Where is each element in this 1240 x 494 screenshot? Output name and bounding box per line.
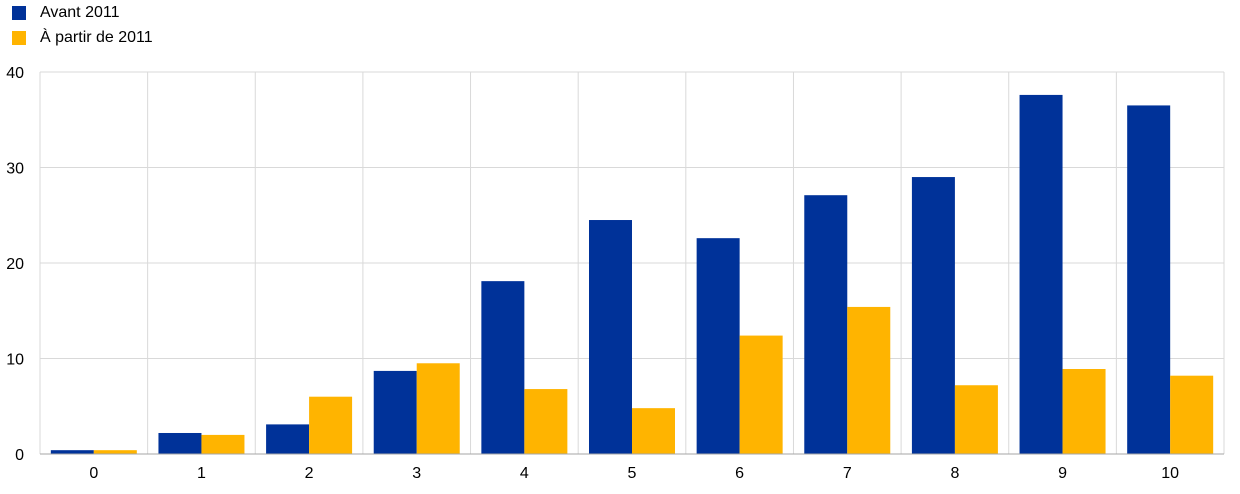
bar-series0-cat3 <box>373 370 417 454</box>
bar-series0-cat5 <box>589 220 632 454</box>
x-tick-label: 0 <box>89 465 98 482</box>
x-tick-label: 10 <box>1161 465 1179 482</box>
bar-series1-cat2 <box>309 396 353 454</box>
legend-swatch-a-partir-2011 <box>12 30 26 45</box>
x-tick-label: 9 <box>1058 465 1067 482</box>
legend-item-a-partir-2011: À partir de 2011 <box>12 25 153 50</box>
bar-series1-cat10 <box>1170 375 1214 454</box>
bar-series1-cat9 <box>1062 369 1106 454</box>
bar-series1-cat5 <box>632 408 675 454</box>
y-tick-label: 30 <box>6 161 24 178</box>
bar-series1-cat0 <box>93 450 137 454</box>
x-tick-label: 1 <box>197 465 206 482</box>
axes: 0 10 20 30 40 0 1 2 3 4 5 6 7 8 9 10 <box>6 65 1224 482</box>
bar-series0-cat6 <box>696 238 740 454</box>
bar-series0-cat8 <box>911 177 955 455</box>
bars <box>50 94 1214 455</box>
y-tick-label: 40 <box>6 65 24 82</box>
bar-series1-cat8 <box>954 385 998 454</box>
bar-series1-cat4 <box>524 389 568 454</box>
legend-label-avant-2011: Avant 2011 <box>40 3 120 21</box>
bar-series0-cat4 <box>481 281 525 454</box>
x-tick-label: 3 <box>412 465 421 482</box>
bar-series0-cat10 <box>1127 105 1171 455</box>
bar-series0-cat2 <box>266 424 310 454</box>
bar-series0-cat1 <box>158 432 202 454</box>
bar-series1-cat1 <box>201 434 245 454</box>
bar-series0-cat9 <box>1019 94 1063 455</box>
bar-series1-cat3 <box>416 363 460 454</box>
x-tick-label: 5 <box>628 465 637 482</box>
x-tick-label: 2 <box>305 465 314 482</box>
x-tick-label: 4 <box>520 465 529 482</box>
legend-label-a-partir-2011: À partir de 2011 <box>40 28 153 46</box>
bar-series0-cat7 <box>804 195 848 454</box>
y-tick-label: 20 <box>6 256 24 273</box>
x-tick-label: 8 <box>950 465 959 482</box>
legend-item-avant-2011: Avant 2011 <box>12 0 153 25</box>
legend: Avant 2011 À partir de 2011 <box>12 0 153 50</box>
x-tick-label: 6 <box>735 465 744 482</box>
bar-series1-cat6 <box>739 335 783 454</box>
bar-series0-cat0 <box>50 450 94 454</box>
y-tick-label: 10 <box>6 352 24 369</box>
y-tick-label: 0 <box>15 447 24 464</box>
legend-swatch-avant-2011 <box>12 5 26 20</box>
x-tick-label: 7 <box>843 465 852 482</box>
bar-series1-cat7 <box>847 306 891 454</box>
